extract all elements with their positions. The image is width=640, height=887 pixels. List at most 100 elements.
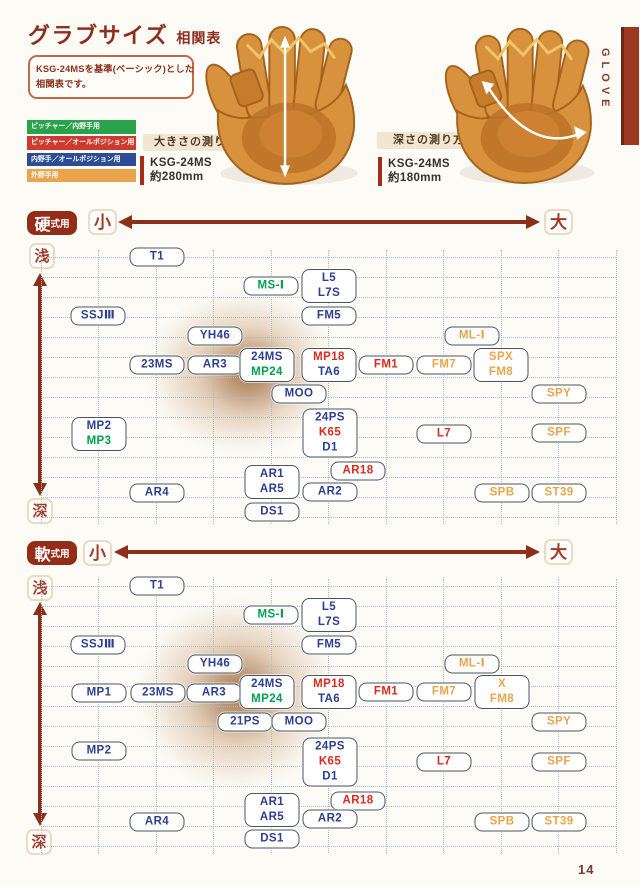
- model-box-SSJⅢ: SSJⅢ: [70, 635, 126, 655]
- chart-soft-axis-shallow: 浅: [27, 575, 53, 601]
- chart-soft-badge-sub: 式用: [50, 549, 70, 560]
- model-box-MP2: MP2: [71, 741, 127, 761]
- depth-arrow: [481, 80, 587, 140]
- grid-line-vertical: [500, 579, 502, 853]
- model-label: X: [497, 678, 507, 690]
- model-label: K65: [318, 426, 342, 439]
- model-label: AR2: [317, 812, 343, 825]
- glove-photo-depth: [444, 27, 595, 185]
- model-box-DS1: DS1: [244, 502, 300, 522]
- model-label: AR5: [259, 811, 285, 823]
- model-label: SPF: [547, 426, 571, 439]
- grid-line-horizontal: [40, 317, 616, 318]
- model-label: L7: [436, 427, 452, 440]
- chart-soft-axis-large: 大: [544, 539, 573, 565]
- model-label: DS1: [260, 832, 284, 845]
- model-box-AR18: AR18: [330, 791, 386, 811]
- model-label: AR4: [144, 815, 170, 828]
- model-label: FM7: [431, 685, 457, 698]
- model-label: SPY: [546, 387, 572, 400]
- grid-line-horizontal: [40, 497, 616, 498]
- grid-line-horizontal: [40, 746, 616, 747]
- model-box-SPF: SPF: [531, 423, 587, 443]
- side-tab-bar: [621, 27, 639, 145]
- model-box-FM1: FM1: [358, 682, 414, 702]
- page-number: 14: [578, 862, 595, 877]
- model-label: AR5: [259, 483, 285, 495]
- chart-hard-axis-deep: 深: [27, 498, 53, 524]
- model-label: ML-Ⅰ: [458, 329, 486, 342]
- grid-line-vertical: [385, 579, 387, 853]
- model-label: L7S: [317, 287, 341, 299]
- chart-hard-size-arrow: [118, 214, 540, 229]
- chart-soft-badge-main: 軟: [34, 547, 51, 564]
- model-box-AR2: AR2: [302, 809, 358, 829]
- model-box-AR1-AR5: AR1 AR5: [244, 793, 300, 827]
- model-box-FM7: FM7: [416, 355, 472, 375]
- model-box-ML-Ⅰ: ML-Ⅰ: [444, 326, 500, 346]
- grid-line-horizontal: [40, 766, 616, 767]
- model-box-SPY: SPY: [531, 384, 587, 404]
- model-box-SPX-FM8: SPX FM8: [473, 348, 529, 382]
- chart-soft-axis-small: 小: [83, 540, 112, 566]
- depth-measure-value: KSG-24MS 約180mm: [378, 157, 450, 186]
- model-label: ML-Ⅰ: [458, 657, 486, 670]
- model-box-AR4: AR4: [129, 812, 185, 832]
- model-box-X-FM8: X FM8: [474, 675, 530, 709]
- model-box-ST39: ST39: [531, 483, 587, 503]
- page-title-sub: 相関表: [176, 30, 222, 46]
- model-box-SPB: SPB: [474, 483, 530, 503]
- legend-item: 外野手用: [27, 168, 136, 183]
- legend-item: 内野手／オールポジション用: [27, 152, 136, 167]
- chart-hard-badge-sub: 式用: [50, 219, 70, 230]
- model-label: SPB: [489, 815, 515, 828]
- model-box-SPF: SPF: [531, 752, 587, 772]
- chart-soft-depth-arrow: [33, 602, 47, 826]
- size-measure-mm: 約280mm: [150, 170, 204, 183]
- grid-line-vertical: [558, 250, 559, 524]
- model-label: DS1: [260, 505, 284, 518]
- chart-hard-badge-main: 硬: [34, 217, 51, 234]
- model-label: FM7: [431, 358, 457, 371]
- model-box-SSJⅢ: SSJⅢ: [70, 306, 126, 326]
- grid-line-horizontal: [40, 517, 616, 518]
- model-label: MP1: [86, 686, 112, 699]
- model-label: MP3: [86, 435, 112, 447]
- grid-line-vertical: [615, 579, 617, 853]
- model-box-T1: T1: [129, 247, 185, 267]
- grid-line-horizontal: [40, 417, 616, 418]
- model-box-MP1: MP1: [71, 683, 127, 703]
- model-box-AR18: AR18: [330, 461, 386, 481]
- model-box-AR2: AR2: [302, 482, 358, 502]
- model-label: FM8: [489, 693, 515, 705]
- model-box-T1: T1: [129, 576, 185, 596]
- model-label: D1: [322, 770, 338, 783]
- model-box-SPY: SPY: [531, 712, 587, 732]
- grid-line-horizontal: [40, 297, 616, 298]
- model-box-SPB: SPB: [474, 812, 530, 832]
- grid-line-horizontal: [40, 646, 616, 647]
- model-label: D1: [322, 441, 338, 454]
- model-label: SPX: [488, 351, 514, 363]
- model-box-ML-Ⅰ: ML-Ⅰ: [444, 654, 500, 674]
- model-label: L7: [436, 755, 452, 768]
- grid-line-horizontal: [40, 457, 616, 458]
- model-label: SPB: [489, 486, 515, 499]
- model-label: FM1: [373, 358, 399, 371]
- model-label: FM1: [373, 685, 399, 698]
- model-box-L7: L7: [416, 424, 472, 444]
- depth-measure-model: KSG-24MS: [388, 158, 450, 170]
- glove-photo-size: [205, 25, 358, 186]
- model-label: T1: [149, 250, 165, 263]
- grid-line-horizontal: [40, 786, 616, 787]
- grid-line-vertical: [385, 250, 387, 524]
- model-box-L5-L7S: L5 L7S: [301, 598, 357, 632]
- grid-line-vertical: [443, 250, 444, 524]
- grid-line-horizontal: [40, 477, 616, 478]
- legend-item: ピッチャー／オールポジション用: [27, 136, 136, 150]
- size-arrow: [280, 35, 290, 178]
- model-box-L5-L7S: L5 L7S: [301, 269, 357, 303]
- intro-note-line1: KSG-24MSを基準(ベーシック)とした: [36, 64, 195, 74]
- grid-line-horizontal: [40, 437, 616, 438]
